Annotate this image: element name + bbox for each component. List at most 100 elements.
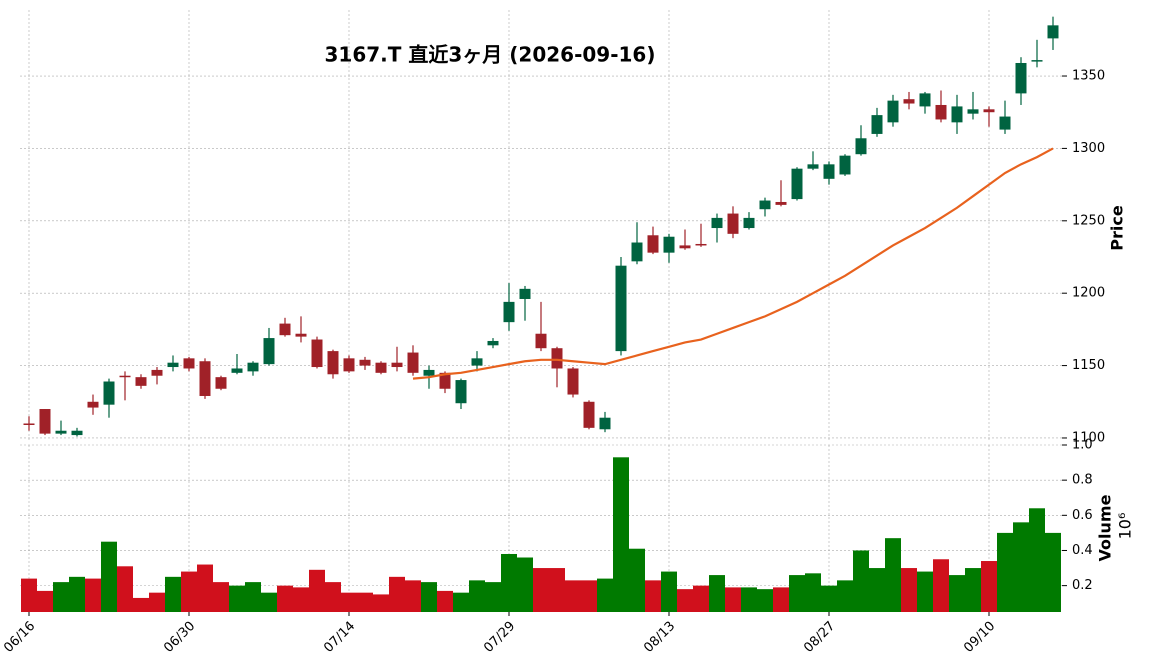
x-tick-label: 08/27 xyxy=(801,619,838,656)
candle-body xyxy=(103,381,115,405)
volume-bar xyxy=(229,585,245,612)
volume-bar xyxy=(53,582,69,612)
volume-bar xyxy=(1013,522,1029,612)
volume-bar xyxy=(85,578,101,612)
volume-bar xyxy=(581,580,597,612)
candle-body xyxy=(567,368,579,395)
volume-bar xyxy=(373,594,389,612)
volume-bar xyxy=(133,597,149,612)
volume-bar xyxy=(949,575,965,612)
candle-body xyxy=(1047,25,1059,39)
candle-body xyxy=(151,369,163,376)
volume-bar xyxy=(69,576,85,612)
x-tick-label: 07/14 xyxy=(321,619,358,656)
candle-body xyxy=(535,333,547,349)
candle-body xyxy=(871,115,883,134)
candle-body xyxy=(919,93,931,107)
candle-body xyxy=(807,164,819,169)
volume-bar xyxy=(661,571,677,612)
volume-bar xyxy=(677,589,693,612)
y-tick-label: 1350 xyxy=(1072,69,1105,84)
candle-body xyxy=(887,100,899,123)
volume-bar xyxy=(21,578,37,612)
candle-body xyxy=(135,377,147,386)
y-tick-label: 1200 xyxy=(1072,286,1105,301)
volume-bar xyxy=(613,457,629,612)
y-tick-label: 1300 xyxy=(1072,141,1105,156)
candle-body xyxy=(935,104,947,120)
volume-bar xyxy=(869,568,885,612)
candle-body xyxy=(727,213,739,234)
volume-bar xyxy=(757,589,773,612)
volume-bar xyxy=(837,580,853,612)
candle-body xyxy=(983,109,995,113)
volume-bar xyxy=(853,550,869,612)
volume-bar xyxy=(341,592,357,612)
volume-bar xyxy=(645,580,661,612)
candle-body xyxy=(167,362,179,368)
volume-bar xyxy=(261,592,277,612)
volume-bar xyxy=(197,564,213,612)
candle-body xyxy=(951,106,963,123)
candle-body xyxy=(855,138,867,155)
y-axis-label: Volume xyxy=(1096,494,1115,561)
volume-bar xyxy=(821,585,837,612)
candle-body xyxy=(55,430,67,434)
volume-bar xyxy=(453,592,469,612)
chart-title: 3167.T 直近3ヶ月 (2026-09-16) xyxy=(325,43,656,67)
candle-body xyxy=(967,109,979,114)
volume-bar xyxy=(149,592,165,612)
candle-body xyxy=(519,288,531,299)
candle-body xyxy=(1015,62,1027,94)
volume-bar xyxy=(901,568,917,612)
volume-bar xyxy=(389,576,405,612)
y-tick-label: 0.2 xyxy=(1072,578,1093,593)
volume-bar xyxy=(917,571,933,612)
candle-body xyxy=(679,245,691,249)
volume-bar xyxy=(549,568,565,612)
candle-body xyxy=(503,301,515,323)
volume-bar xyxy=(325,582,341,612)
y-tick-label: 1250 xyxy=(1072,213,1105,228)
candle-body xyxy=(327,351,339,375)
candle-body xyxy=(23,423,35,425)
candle-body xyxy=(119,375,131,378)
candle-body xyxy=(87,401,99,408)
candle-body xyxy=(839,155,851,175)
scale-label: 10⁶ xyxy=(1116,513,1135,540)
y-axis-label: Price xyxy=(1108,205,1127,251)
volume-bar xyxy=(933,559,949,612)
candle-body xyxy=(903,99,915,104)
candle-body xyxy=(295,333,307,337)
volume-bar xyxy=(501,553,517,612)
x-tick-label: 07/29 xyxy=(481,619,518,656)
candle-body xyxy=(199,361,211,396)
candle-body xyxy=(791,168,803,200)
volume-bar xyxy=(165,576,181,612)
candle-body xyxy=(599,417,611,430)
candle-body xyxy=(775,201,787,205)
volume-bar xyxy=(437,590,453,612)
candle-body xyxy=(231,368,243,373)
volume-bar xyxy=(277,585,293,612)
volume-bar xyxy=(117,566,133,612)
y-tick-label: 1.0 xyxy=(1072,438,1093,453)
candle-body xyxy=(663,236,675,253)
volume-bar xyxy=(805,573,821,612)
volume-bar xyxy=(293,587,309,612)
volume-bar xyxy=(693,585,709,612)
volume-bar xyxy=(885,538,901,612)
volume-bar xyxy=(309,569,325,612)
volume-bar xyxy=(981,561,997,612)
y-tick-label: 1150 xyxy=(1072,358,1105,373)
candle-body xyxy=(279,323,291,336)
volume-bar xyxy=(1029,508,1045,612)
x-tick-label: 09/10 xyxy=(961,619,998,656)
volume-bar xyxy=(421,582,437,612)
candle-body xyxy=(711,217,723,229)
volume-bar xyxy=(965,568,981,612)
candle-body xyxy=(455,380,467,404)
candle-body xyxy=(583,401,595,428)
